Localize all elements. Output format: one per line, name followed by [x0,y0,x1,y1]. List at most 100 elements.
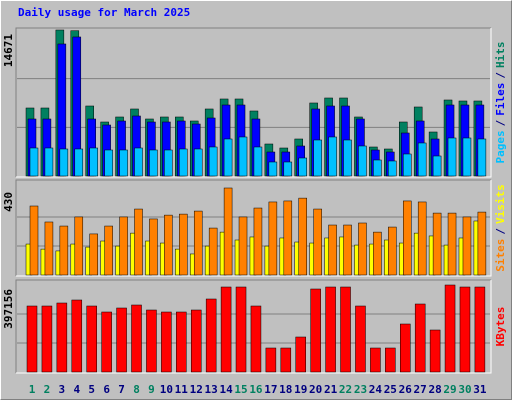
bar [238,216,248,276]
bar [403,153,412,177]
bar [417,142,427,177]
bar [462,137,472,177]
bar [208,227,218,276]
x-tick-label: 31 [473,383,487,396]
bar [74,148,84,177]
x-tick-label: 2 [44,383,51,396]
bar [86,305,97,373]
bar [268,161,278,177]
x-tick-label: 5 [88,383,95,396]
x-tick-label: 7 [118,383,125,396]
bar [235,286,247,373]
x-tick-label: 6 [103,383,110,396]
bar [89,233,98,276]
bar [44,147,54,177]
x-tick-label: 25 [384,383,397,396]
x-tick-label: 4 [73,383,80,396]
legend-entry: Visits [494,184,507,224]
bar [474,286,486,373]
bar [340,286,351,373]
x-tick-label: 30 [458,383,471,396]
bar [41,305,53,373]
bar [373,159,382,177]
bar [447,212,457,276]
x-tick-label: 20 [309,383,322,396]
y-tick-label: 430 [2,192,15,212]
bar [89,147,98,177]
bar [388,226,397,276]
bar [146,309,157,373]
legend-separator: / [494,119,507,126]
x-tick-label: 10 [160,383,173,396]
bar [176,311,187,373]
bar [59,225,69,276]
bar [193,210,203,276]
bar [343,139,352,177]
x-tick-label: 14 [219,383,233,396]
bar [295,336,306,373]
bar [283,161,293,177]
bar [164,149,173,177]
bar [403,200,412,276]
x-tick-label: 24 [369,383,383,396]
bar [328,136,337,177]
bar [477,211,487,276]
legend-separator: / [494,228,507,235]
bar [161,311,172,373]
x-tick-label: 22 [339,383,352,396]
bar [149,218,158,276]
bar [223,187,233,276]
bar [101,311,112,373]
bar [164,214,173,276]
bar [205,298,217,373]
x-tick-label: 12 [190,383,203,396]
bar [400,323,411,373]
bar [131,304,142,373]
bar [328,224,337,276]
bar [265,347,277,373]
x-tick-label: 3 [59,383,66,396]
bar [414,303,426,373]
bar [268,201,278,276]
bar [373,231,382,276]
x-tick-label: 17 [264,383,277,396]
x-tick-label: 19 [294,383,307,396]
legend: Pages / Files / Hits [494,42,507,164]
x-tick-label: 13 [205,383,218,396]
bar [429,329,441,373]
bar [283,200,293,276]
legend-separator: / [494,72,507,79]
bar [104,149,113,177]
bar [119,216,128,276]
panel-border-dark [15,27,491,177]
bar [459,286,471,373]
bar [71,299,83,373]
bar [358,145,367,177]
x-tick-label: 16 [249,383,263,396]
bar [190,309,202,373]
legend-entry: Hits [494,42,507,69]
panel-border-dark [15,179,491,276]
x-tick-label: 29 [443,383,456,396]
legend: Sites / Visits [494,184,507,272]
bar [149,149,158,177]
legend-entry: Pages [494,130,507,163]
x-tick-label: 27 [414,383,427,396]
bar [385,347,396,373]
bar [119,149,128,177]
x-tick-label: 18 [279,383,292,396]
panel-border-dark [15,279,491,373]
y-tick-label: 397156 [2,289,15,329]
bar [223,138,233,177]
legend: KBytes [494,307,507,347]
bar [74,216,84,276]
bar [104,225,113,276]
bar [355,305,366,373]
bar [298,157,307,177]
bar [462,216,472,276]
legend-entry: Sites [494,239,507,272]
bar [280,347,292,373]
bar [313,208,322,276]
bar [26,305,38,373]
panel-border-light [16,28,492,178]
